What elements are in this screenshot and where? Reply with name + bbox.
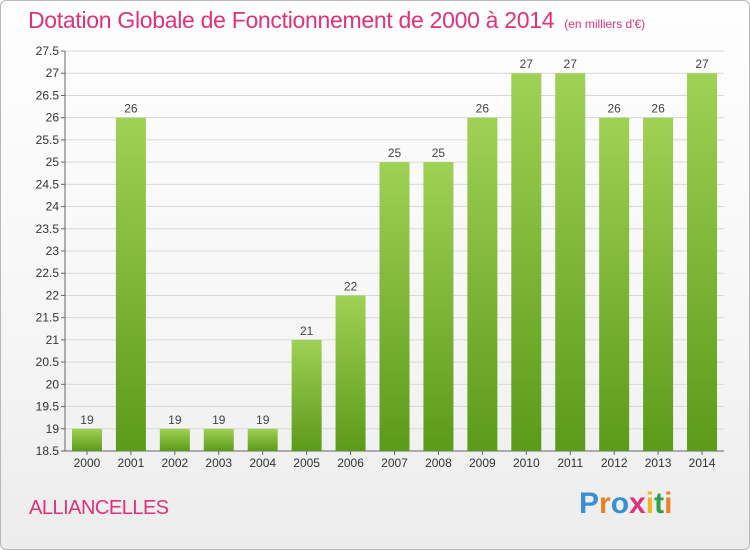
x-tick-label: 2003 (205, 456, 232, 470)
bar (687, 73, 718, 451)
y-tick-label: 18.5 (36, 444, 60, 458)
data-label: 19 (212, 413, 226, 427)
bar (467, 117, 498, 452)
x-tick-label: 2000 (74, 456, 101, 470)
x-tick-label: 2013 (645, 456, 672, 470)
bar (423, 162, 454, 451)
bar (511, 73, 542, 451)
data-label: 27 (564, 57, 578, 71)
data-label: 19 (256, 413, 270, 427)
axes: 18.5 19 19.5 20 20.5 21 21.5 22 22.5 23 23.5 24 24.5… (36, 44, 724, 470)
x-tick-label: 2007 (381, 456, 408, 470)
data-label: 22 (344, 279, 358, 293)
x-tick-label: 2011 (557, 456, 583, 470)
logo-letter: t (654, 487, 665, 520)
y-tick-label: 25.5 (36, 133, 60, 147)
y-tick-label: 19 (46, 422, 60, 436)
data-label: 26 (607, 102, 621, 116)
x-tick-label: 2004 (249, 456, 276, 470)
proxiti-logo: Proxiti (579, 487, 672, 521)
bar (291, 339, 322, 451)
bar (555, 73, 586, 451)
x-tick-label: 2010 (513, 456, 540, 470)
bars (71, 73, 718, 452)
y-tick-label: 26 (46, 111, 60, 125)
y-tick-label: 21.5 (36, 311, 60, 325)
data-label: 25 (432, 146, 446, 160)
bar (643, 117, 674, 452)
bar (379, 162, 410, 451)
data-label: 26 (651, 102, 665, 116)
y-tick-label: 27 (46, 66, 60, 80)
x-tick-label: 2002 (161, 456, 188, 470)
bar (335, 295, 366, 451)
logo-letter: x (629, 487, 646, 520)
y-tick-label: 24 (46, 200, 60, 214)
bar (203, 428, 234, 451)
bar (71, 428, 102, 451)
x-tick-label: 2006 (337, 456, 364, 470)
y-tick-label: 22 (46, 288, 60, 302)
logo-letter: i (664, 487, 673, 520)
x-tick-label: 2014 (689, 456, 716, 470)
data-label: 21 (300, 324, 314, 338)
logo-letter: i (645, 487, 655, 520)
logo-letter: P (579, 487, 600, 520)
chart-unit: (en milliers d'€) (564, 17, 646, 31)
bar (159, 428, 190, 451)
data-label: 26 (124, 102, 138, 116)
logo-letter: r (599, 487, 611, 520)
x-tick-label: 2009 (469, 456, 496, 470)
x-tick-label: 2001 (118, 456, 145, 470)
bar (115, 117, 146, 452)
data-label: 27 (695, 57, 709, 71)
commune-name: ALLIANCELLES (29, 497, 169, 519)
x-tick-label: 2008 (425, 456, 452, 470)
data-label: 19 (168, 413, 182, 427)
y-tick-label: 19.5 (36, 400, 60, 414)
data-label: 19 (80, 413, 94, 427)
bar (247, 428, 278, 451)
y-tick-label: 26.5 (36, 88, 60, 102)
logo-letter: o (610, 487, 630, 520)
data-label: 25 (388, 146, 402, 160)
x-tick-label: 2005 (293, 456, 320, 470)
y-tick-label: 21 (46, 333, 60, 347)
y-tick-label: 20.5 (36, 355, 60, 369)
y-tick-label: 20 (46, 377, 60, 391)
y-tick-label: 27.5 (36, 44, 60, 58)
y-tick-label: 24.5 (36, 177, 60, 191)
chart-title: Dotation Globale de Fonctionnement de 20… (28, 7, 645, 34)
y-tick-label: 23.5 (36, 222, 60, 236)
x-tick-label: 2012 (601, 456, 628, 470)
y-tick-label: 23 (46, 244, 60, 258)
chart-title-text: Dotation Globale de Fonctionnement de 20… (28, 7, 555, 33)
data-label: 27 (520, 57, 534, 71)
y-tick-label: 22.5 (36, 266, 60, 280)
labels: 19 26 19 19 19 21 22 25 25 26 27 27 26 26 27 (80, 57, 709, 427)
bar (599, 117, 630, 452)
y-tick-label: 25 (46, 155, 60, 169)
data-label: 26 (476, 102, 490, 116)
